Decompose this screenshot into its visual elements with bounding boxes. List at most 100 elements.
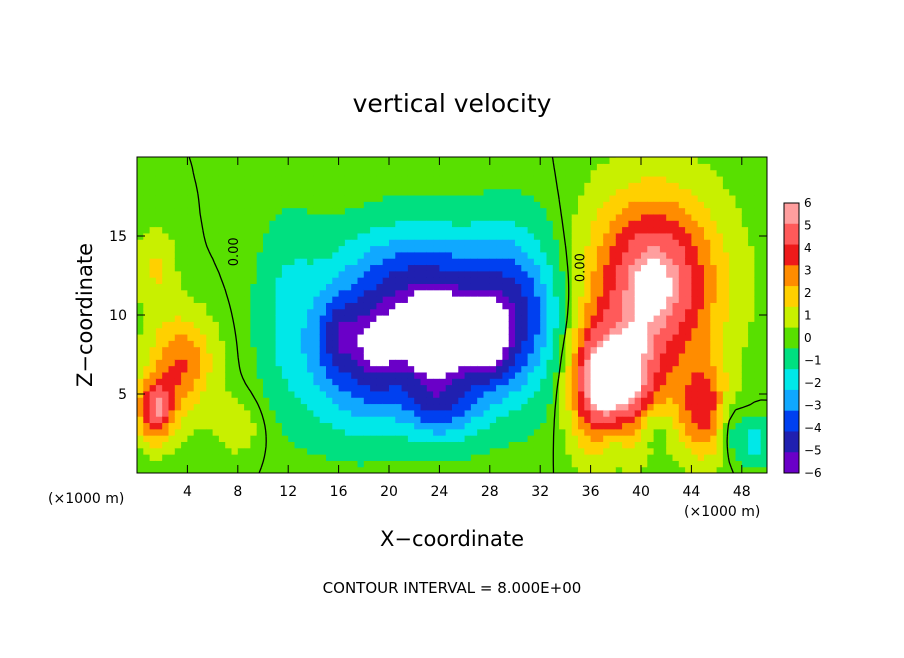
heatmap-cell xyxy=(609,302,617,310)
heatmap-cell xyxy=(641,163,648,171)
heatmap-cell xyxy=(565,371,573,379)
heatmap-cell xyxy=(741,409,749,417)
heatmap-cell xyxy=(722,371,730,379)
heatmap-cell xyxy=(477,157,485,164)
heatmap-cell xyxy=(615,258,623,266)
heatmap-cell xyxy=(622,188,629,196)
heatmap-cell xyxy=(590,428,598,436)
heatmap-cell xyxy=(521,270,529,278)
heatmap-cell xyxy=(647,283,655,291)
heatmap-cell xyxy=(313,340,321,348)
heatmap-cell xyxy=(162,441,170,449)
heatmap-cell xyxy=(344,163,352,171)
heatmap-cell xyxy=(363,157,371,164)
heatmap-cell xyxy=(137,365,144,373)
heatmap-cell xyxy=(162,365,170,373)
heatmap-cell xyxy=(168,220,176,228)
heatmap-cell xyxy=(439,283,447,291)
heatmap-cell xyxy=(275,270,283,278)
heatmap-cell xyxy=(300,340,308,348)
heatmap-cell xyxy=(634,157,642,164)
heatmap-cell xyxy=(496,340,503,348)
heatmap-cell xyxy=(338,384,346,392)
heatmap-cell xyxy=(502,447,510,455)
heatmap-cell xyxy=(678,277,686,284)
heatmap-cell xyxy=(615,277,623,284)
heatmap-cell xyxy=(288,270,296,278)
heatmap-cell xyxy=(338,378,346,386)
heatmap-cell xyxy=(319,315,327,322)
heatmap-cell xyxy=(294,435,302,442)
heatmap-cell xyxy=(250,346,258,354)
heatmap-cell xyxy=(344,321,352,329)
heatmap-cell xyxy=(288,239,296,247)
heatmap-cell xyxy=(218,390,226,398)
heatmap-cell xyxy=(697,213,705,221)
heatmap-cell xyxy=(225,384,233,392)
heatmap-cell xyxy=(433,251,440,259)
heatmap-cell xyxy=(546,333,554,341)
heatmap-cell xyxy=(678,245,686,253)
heatmap-cell xyxy=(149,416,157,424)
heatmap-cell xyxy=(351,163,359,171)
heatmap-cell xyxy=(294,333,302,341)
heatmap-cell xyxy=(559,289,566,297)
heatmap-cell xyxy=(351,251,359,259)
heatmap-cell xyxy=(162,245,170,253)
heatmap-cell xyxy=(181,175,188,183)
heatmap-cell xyxy=(445,460,453,468)
heatmap-cell xyxy=(281,435,289,442)
heatmap-cell xyxy=(200,283,207,291)
heatmap-cell xyxy=(502,213,510,221)
heatmap-cell xyxy=(426,308,434,316)
heatmap-cell xyxy=(370,232,377,240)
heatmap-cell xyxy=(659,340,667,348)
heatmap-cell xyxy=(565,365,573,373)
heatmap-cell xyxy=(477,428,485,436)
heatmap-cell xyxy=(515,157,522,164)
heatmap-cell xyxy=(143,428,151,436)
heatmap-cell xyxy=(294,201,302,209)
heatmap-cell xyxy=(407,340,415,348)
heatmap-cell xyxy=(722,220,730,228)
heatmap-cell xyxy=(628,397,636,405)
heatmap-cell xyxy=(609,365,617,373)
heatmap-cell xyxy=(716,226,724,234)
heatmap-cell xyxy=(647,359,655,367)
heatmap-cell xyxy=(596,333,604,341)
heatmap-cell xyxy=(622,308,629,316)
heatmap-cell xyxy=(653,327,661,335)
heatmap-cell xyxy=(678,416,686,424)
heatmap-cell xyxy=(578,409,585,417)
heatmap-cell xyxy=(552,333,560,341)
heatmap-cell xyxy=(502,264,510,272)
heatmap-cell xyxy=(357,213,365,221)
heatmap-cell xyxy=(596,378,604,386)
heatmap-cell xyxy=(622,416,629,424)
heatmap-cell xyxy=(659,302,667,310)
heatmap-cell xyxy=(641,220,648,228)
heatmap-cell xyxy=(200,340,207,348)
heatmap-cell xyxy=(326,194,333,202)
heatmap-cell xyxy=(571,264,579,272)
heatmap-cell xyxy=(155,302,163,310)
heatmap-cell xyxy=(596,296,604,303)
heatmap-cell xyxy=(300,422,308,430)
heatmap-cell xyxy=(634,194,642,202)
heatmap-cell xyxy=(546,251,554,259)
heatmap-cell xyxy=(590,277,598,284)
heatmap-cell xyxy=(193,397,201,405)
heatmap-cell xyxy=(269,352,277,360)
heatmap-cell xyxy=(389,270,396,278)
heatmap-cell xyxy=(269,340,277,348)
heatmap-cell xyxy=(225,220,233,228)
heatmap-cell xyxy=(615,264,623,272)
heatmap-cell xyxy=(622,321,629,329)
heatmap-cell xyxy=(464,169,472,177)
heatmap-cell xyxy=(552,454,560,461)
heatmap-cell xyxy=(641,333,648,341)
heatmap-cell xyxy=(269,163,277,171)
heatmap-cell xyxy=(590,397,598,405)
heatmap-cell xyxy=(540,308,548,316)
heatmap-cell xyxy=(722,447,730,455)
